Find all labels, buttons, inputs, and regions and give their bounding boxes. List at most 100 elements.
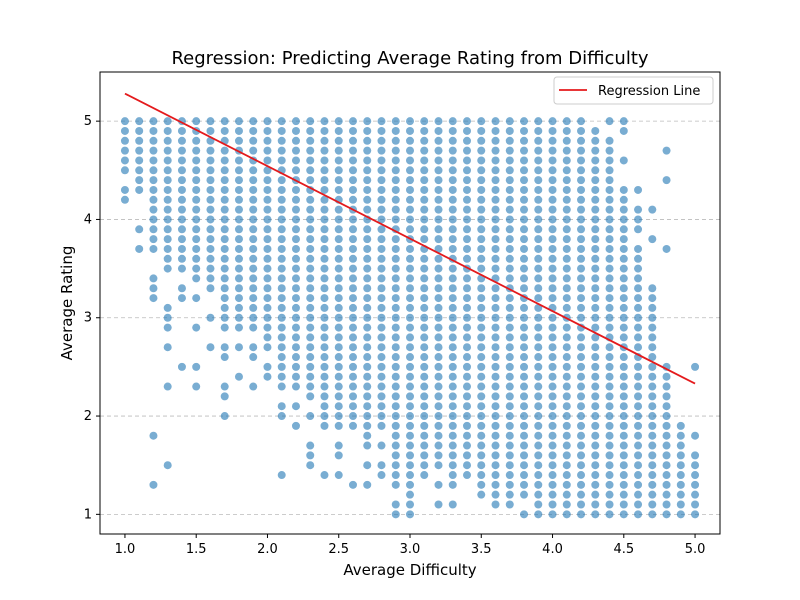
- scatter-point: [406, 392, 414, 401]
- scatter-point: [320, 195, 329, 204]
- scatter-point: [306, 392, 315, 401]
- scatter-point: [562, 461, 571, 470]
- scatter-point: [619, 254, 628, 263]
- x-tick-label-2.0: 2.0: [257, 542, 278, 557]
- scatter-point: [391, 313, 400, 322]
- scatter-point: [406, 500, 414, 509]
- scatter-point: [505, 166, 514, 175]
- scatter-point: [348, 254, 357, 263]
- scatter-point: [348, 412, 357, 421]
- scatter-point: [234, 284, 243, 293]
- scatter-point: [320, 235, 329, 244]
- scatter-point: [406, 136, 414, 145]
- scatter-point: [320, 205, 329, 214]
- scatter-point: [634, 362, 643, 371]
- scatter-point: [619, 205, 628, 214]
- scatter-point: [463, 471, 472, 480]
- scatter-point: [406, 303, 414, 312]
- scatter-point: [377, 244, 386, 253]
- scatter-point: [434, 156, 443, 165]
- scatter-point: [548, 185, 557, 194]
- scatter-point: [676, 471, 685, 480]
- scatter-point: [619, 392, 628, 401]
- scatter-point: [263, 176, 272, 185]
- scatter-point: [306, 244, 315, 253]
- scatter-point: [434, 343, 443, 352]
- scatter-point: [406, 156, 414, 165]
- scatter-point: [263, 185, 272, 194]
- scatter-point: [234, 215, 243, 224]
- scatter-point: [192, 185, 201, 194]
- scatter-point: [548, 353, 557, 362]
- scatter-point: [320, 323, 329, 332]
- scatter-point: [434, 303, 443, 312]
- scatter-point: [420, 313, 429, 322]
- scatter-point: [491, 176, 500, 185]
- scatter-point: [391, 264, 400, 273]
- scatter-point: [548, 235, 557, 244]
- scatter-point: [391, 343, 400, 352]
- scatter-point: [149, 225, 158, 234]
- scatter-point: [420, 176, 429, 185]
- scatter-point: [391, 294, 400, 303]
- scatter-point: [420, 421, 429, 430]
- scatter-point: [306, 195, 315, 204]
- scatter-point: [577, 441, 586, 450]
- scatter-point: [562, 372, 571, 381]
- scatter-point: [149, 205, 158, 214]
- scatter-point: [277, 185, 286, 194]
- scatter-point: [676, 510, 685, 519]
- scatter-point: [306, 166, 315, 175]
- scatter-point: [477, 392, 486, 401]
- scatter-point: [562, 451, 571, 460]
- scatter-point: [206, 343, 215, 352]
- scatter-point: [377, 274, 386, 283]
- scatter-point: [220, 205, 229, 214]
- scatter-point: [406, 421, 414, 430]
- scatter-point: [605, 146, 614, 155]
- scatter-point: [306, 235, 315, 244]
- scatter-point: [534, 303, 543, 312]
- scatter-point: [591, 126, 600, 135]
- scatter-point: [363, 382, 372, 391]
- scatter-point: [577, 284, 586, 293]
- scatter-point: [534, 166, 543, 175]
- scatter-point: [448, 225, 457, 234]
- scatter-point: [434, 244, 443, 253]
- scatter-point: [391, 166, 400, 175]
- scatter-point: [363, 412, 372, 421]
- scatter-point: [249, 146, 258, 155]
- scatter-point: [591, 343, 600, 352]
- scatter-point: [662, 146, 671, 155]
- scatter-point: [206, 126, 215, 135]
- scatter-point: [234, 343, 243, 352]
- scatter-point: [448, 166, 457, 175]
- scatter-point: [163, 323, 172, 332]
- scatter-point: [206, 166, 215, 175]
- scatter-point: [377, 313, 386, 322]
- scatter-point: [391, 431, 400, 440]
- scatter-point: [505, 126, 514, 135]
- scatter-point: [320, 176, 329, 185]
- scatter-point: [477, 117, 486, 126]
- scatter-point: [434, 353, 443, 362]
- scatter-point: [249, 323, 258, 332]
- scatter-point: [591, 156, 600, 165]
- scatter-point: [634, 244, 643, 253]
- scatter-point: [634, 225, 643, 234]
- scatter-point: [348, 402, 357, 411]
- scatter-point: [420, 392, 429, 401]
- scatter-point: [534, 382, 543, 391]
- scatter-point: [463, 402, 472, 411]
- scatter-point: [334, 205, 343, 214]
- scatter-point: [363, 461, 372, 470]
- scatter-point: [391, 235, 400, 244]
- scatter-point: [249, 185, 258, 194]
- scatter-point: [177, 126, 186, 135]
- scatter-point: [306, 372, 315, 381]
- scatter-point: [520, 412, 529, 421]
- scatter-point: [648, 392, 657, 401]
- scatter-point: [434, 235, 443, 244]
- scatter-point: [477, 441, 486, 450]
- scatter-point: [505, 382, 514, 391]
